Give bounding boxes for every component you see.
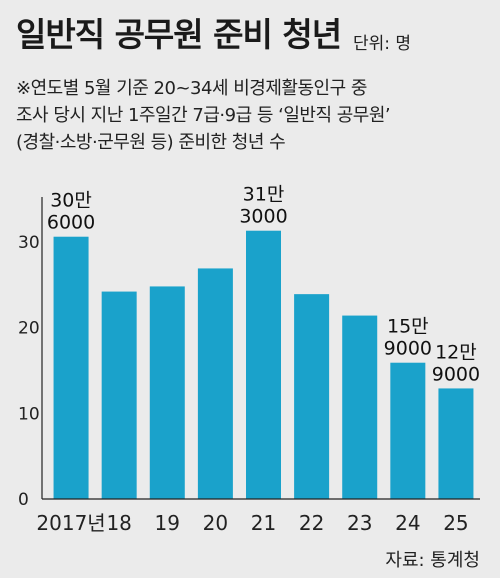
y-tick-label-20: 20 (18, 319, 40, 339)
data-label-8-line-2: 9000 (384, 338, 432, 360)
x-tick-label-2: 18 (106, 511, 131, 535)
bar-9 (438, 388, 474, 499)
chart-title: 일반직 공무원 준비 청년 (16, 15, 342, 54)
note-line-2: 조사 당시 지난 1주일간 7급·9급 등 ‘일반직 공무원’ (16, 105, 391, 126)
x-tick-label-7: 23 (347, 511, 372, 535)
bar-4 (197, 268, 233, 499)
x-tick-label-9: 25 (443, 511, 468, 535)
bar-7 (342, 315, 378, 499)
y-tick-label-0: 0 (18, 490, 29, 510)
bar-1 (53, 236, 89, 499)
x-tick-label-4: 20 (203, 511, 228, 535)
x-tick-label-5: 21 (251, 511, 276, 535)
data-label-5-line-1: 31만 (243, 184, 285, 206)
y-tick-label-30: 30 (18, 233, 40, 253)
source-label: 자료: 통계청 (385, 550, 480, 571)
y-tick-label-10: 10 (18, 404, 40, 424)
note-line-1: ※연도별 5월 기준 20~34세 비경제활동인구 중 (16, 78, 367, 99)
x-tick-label-1: 2017년 (36, 511, 105, 535)
x-tick-label-6: 22 (299, 511, 324, 535)
unit-label: 단위: 명 (353, 34, 412, 54)
data-label-1-line-2: 6000 (47, 212, 95, 234)
note-line-3: (경찰·소방·군무원 등) 준비한 청년 수 (16, 132, 286, 153)
data-label-9-line-1: 12만 (435, 341, 477, 363)
bar-6 (294, 294, 330, 499)
bar-2 (101, 291, 137, 499)
data-label-5-line-2: 3000 (239, 206, 287, 228)
x-tick-label-3: 19 (155, 511, 180, 535)
data-label-9-line-2: 9000 (432, 363, 480, 385)
data-label-8-line-1: 15만 (387, 316, 429, 338)
data-label-1-line-1: 30만 (50, 190, 92, 212)
bar-3 (149, 286, 185, 499)
bar-8 (390, 362, 426, 499)
bar-5 (246, 230, 281, 499)
x-tick-label-8: 24 (395, 511, 420, 535)
